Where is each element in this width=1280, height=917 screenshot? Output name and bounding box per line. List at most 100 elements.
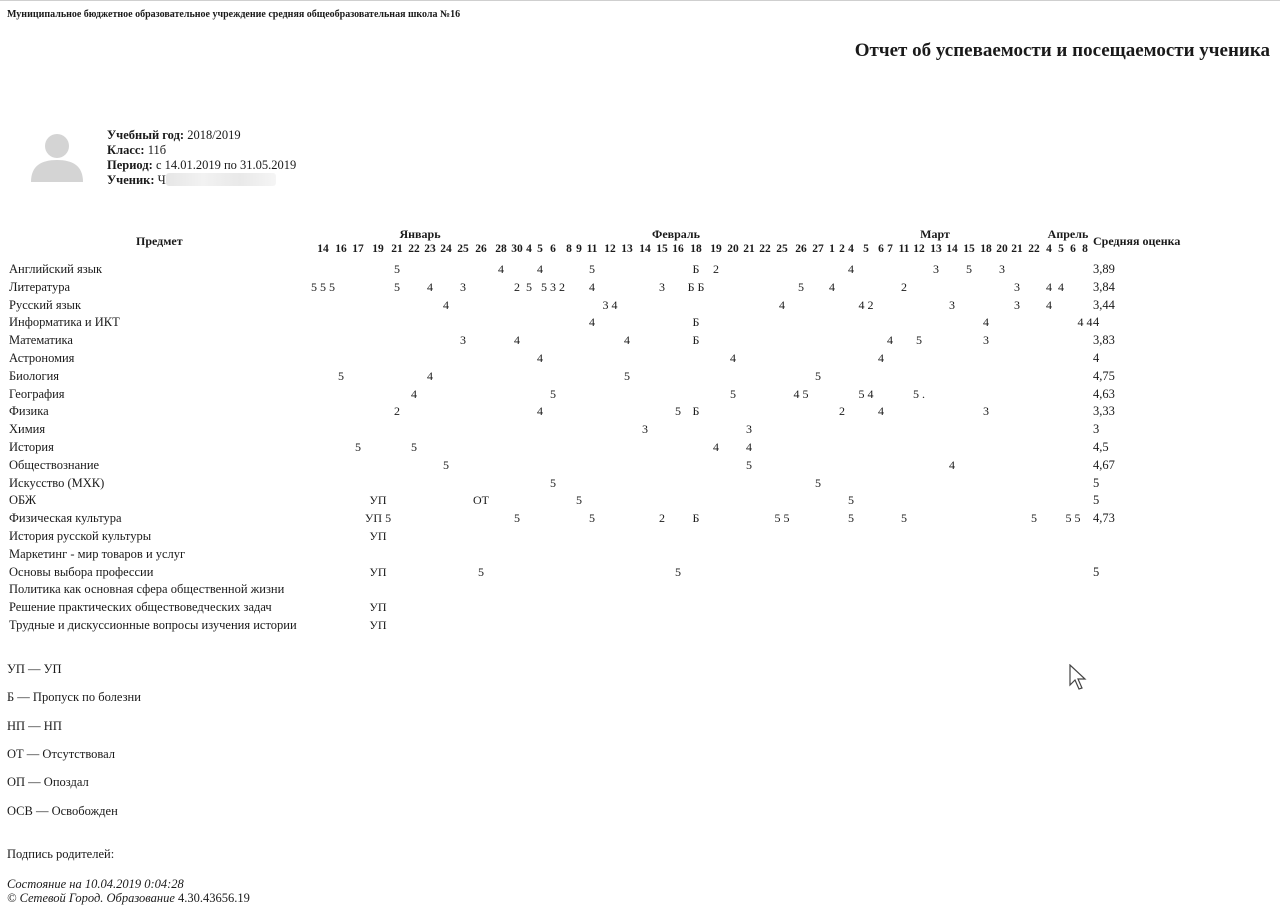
grade-mark: 4 [829,279,835,294]
grade-mark: 4 [1046,279,1052,294]
grade-mark: УП [369,564,387,579]
grade-mark: 4 [589,279,595,294]
grade-mark: 5 [815,368,821,383]
grade-mark: УП [369,618,387,632]
average-grade: 4 [1093,351,1100,365]
day-header: 25 [457,243,469,255]
legend-item-up: УП — УП [7,662,62,676]
school-year-line: Учебный год: 2018/2019 [107,128,296,143]
day-header: 4 [1046,243,1052,255]
average-grade: 5 [1093,564,1100,579]
grade-mark: 4 [848,262,854,276]
average-grade: 4,63 [1093,386,1115,401]
grade-mark: 4 [537,351,543,365]
grade-mark: Б [692,262,700,276]
grade-mark: 4 [624,333,630,348]
day-header: 14 [946,243,958,255]
top-border [0,0,1280,1]
subject-name: Русский язык [9,297,82,312]
subject-name: История русской культуры [9,529,152,543]
average-grade: 4,67 [1093,457,1115,472]
subject-column-header: Предмет [136,234,183,248]
subject-name: Информатика и ИКТ [9,315,120,330]
copyright-text: © Сетевой Город. Образование [7,891,175,905]
grade-mark: УП 5 [364,511,392,526]
grade-mark: УП [369,529,387,543]
student-label: Ученик: [107,173,155,187]
day-header: 26 [475,243,487,255]
subject-name: Математика [9,333,73,348]
grade-mark: 5 [514,511,520,526]
grade-mark: 4 [983,315,989,330]
period-value: с 14.01.2019 по 31.05.2019 [155,158,297,172]
grade-mark: 5 5 [774,511,790,526]
grade-mark: 4 [537,404,543,419]
day-header: 24 [440,243,452,255]
grade-mark: 3 [983,333,989,348]
grade-mark: 4 [713,440,719,454]
day-header: 1 [829,243,835,255]
day-header: 21 [391,243,403,255]
day-header: 4 [848,243,854,255]
grade-mark: УП [369,600,387,615]
grade-mark: 5 [576,493,582,508]
day-header: 19 [372,243,384,255]
grade-mark: 4 [537,262,543,276]
average-grade: 4,73 [1093,511,1115,526]
day-header: 8 [1082,243,1088,255]
grade-mark: 3 [1014,279,1020,294]
grade-mark: 5 3 2 [541,279,565,294]
average-grade: 4,5 [1093,440,1109,454]
grade-mark: 5 [355,440,361,454]
grade-mark: 4 [443,297,449,312]
grade-mark: 5 [589,262,595,276]
day-header: 27 [812,243,824,255]
grade-mark: 3 [999,262,1005,276]
day-header: 6 [1070,243,1076,255]
grade-mark: 4 [427,279,433,294]
student-line: Ученик: Ч [107,173,296,188]
day-header: 16 [672,243,684,255]
grade-mark: 4 2 [858,297,874,312]
day-header: 14 [639,243,651,255]
grade-mark: 3 [1014,297,1020,312]
day-header: 9 [576,243,582,255]
subject-name: Астрономия [9,351,75,365]
subject-name: История [9,440,54,454]
month-header: Февраль [652,227,700,241]
day-header: 5 [537,243,543,255]
school-year-label: Учебный год: [107,128,185,142]
day-header: 20 [996,243,1008,255]
day-header: 5 [1058,243,1064,255]
subject-name: Физическая культура [9,511,122,526]
grade-mark: 3 [983,404,989,419]
grades-table: Предмет Средняя оценка Январь Февраль Март… [9,227,1180,632]
grade-mark: 3 [933,262,939,276]
day-header: 20 [727,243,739,255]
grade-mark: 4 [1058,279,1064,294]
grade-mark: 5 4 [858,386,874,401]
day-header: 11 [898,243,910,255]
day-header: 26 [795,243,807,255]
grade-mark: 5 [394,279,400,294]
grade-mark: 4 [949,457,955,472]
period-line: Период: с 14.01.2019 по 31.05.2019 [107,158,296,173]
month-header: Март [920,227,950,241]
grade-mark: 5 [798,279,804,294]
day-header: 18 [980,243,992,255]
day-header: 7 [887,243,893,255]
day-header: 16 [335,243,347,255]
legend-item-exempt: ОСВ — Освобожден [7,804,118,818]
grade-mark: 4 [427,368,433,383]
subject-name: Решение практических обществоведческих з… [9,600,272,615]
subject-name: Биология [9,368,60,383]
school-name: Муниципальное бюджетное образовательное … [7,9,461,20]
grade-mark: 3 [460,279,466,294]
legend-item-np: НП — НП [7,719,62,733]
grade-mark: 5 [338,368,344,383]
student-name-value: Ч [157,173,166,187]
average-grade: 3,89 [1093,262,1115,276]
grade-mark: 4 [411,386,417,401]
average-grade: 3 [1093,422,1100,437]
day-header: 30 [511,243,523,255]
